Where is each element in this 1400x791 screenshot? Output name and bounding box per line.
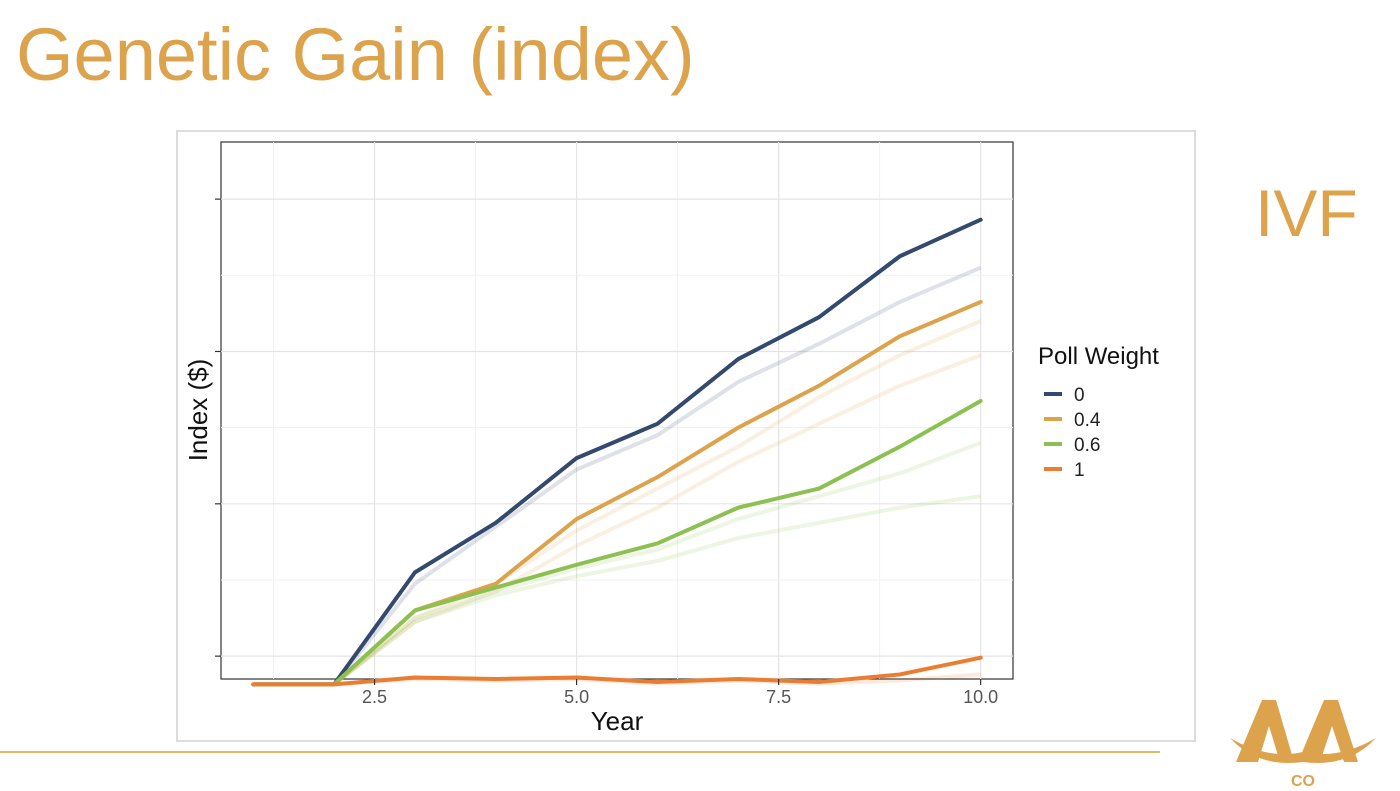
legend-items: 0 0.4 0.6 1 xyxy=(1044,385,1101,481)
axis-ticks: 2.5 5.0 7.5 10.0 xyxy=(215,198,998,707)
series-line-0-6 xyxy=(251,398,983,687)
x-tick-label: 2.5 xyxy=(362,687,387,707)
genetic-gain-line-chart: 2.5 5.0 7.5 10.0 Year Index ($) Poll Weight… xyxy=(183,141,1159,736)
legend: Poll Weight 0 0.4 0.6 1 xyxy=(1038,343,1159,481)
faded-series-line xyxy=(253,319,982,687)
legend-label-0-4: 0.4 xyxy=(1074,410,1101,431)
footer-line xyxy=(0,751,1160,753)
plot-panel xyxy=(220,141,1014,680)
slide-title: Genetic Gain (index) xyxy=(16,13,695,96)
legend-label-0: 0 xyxy=(1074,385,1085,406)
faded-series-line xyxy=(253,353,982,687)
x-tick-label: 10.0 xyxy=(963,687,998,707)
faded-series-line xyxy=(253,265,982,687)
legend-label-1: 1 xyxy=(1074,460,1085,481)
x-tick-label: 5.0 xyxy=(564,687,589,707)
logo-text: CO xyxy=(1291,773,1315,790)
faded-series-line xyxy=(253,441,982,687)
faded-series-line xyxy=(253,494,981,687)
series-line-0 xyxy=(251,217,983,687)
ivf-label: IVF xyxy=(1255,176,1358,250)
legend-label-0-6: 0.6 xyxy=(1074,435,1100,456)
x-axis-label: Year xyxy=(591,706,644,736)
legend-title: Poll Weight xyxy=(1038,343,1159,370)
x-tick-label: 7.5 xyxy=(766,687,791,707)
y-axis-label: Index ($) xyxy=(183,359,213,462)
company-logo: CO xyxy=(1230,700,1376,790)
chart-frame: 2.5 5.0 7.5 10.0 Year Index ($) Poll Weight… xyxy=(176,130,1196,742)
